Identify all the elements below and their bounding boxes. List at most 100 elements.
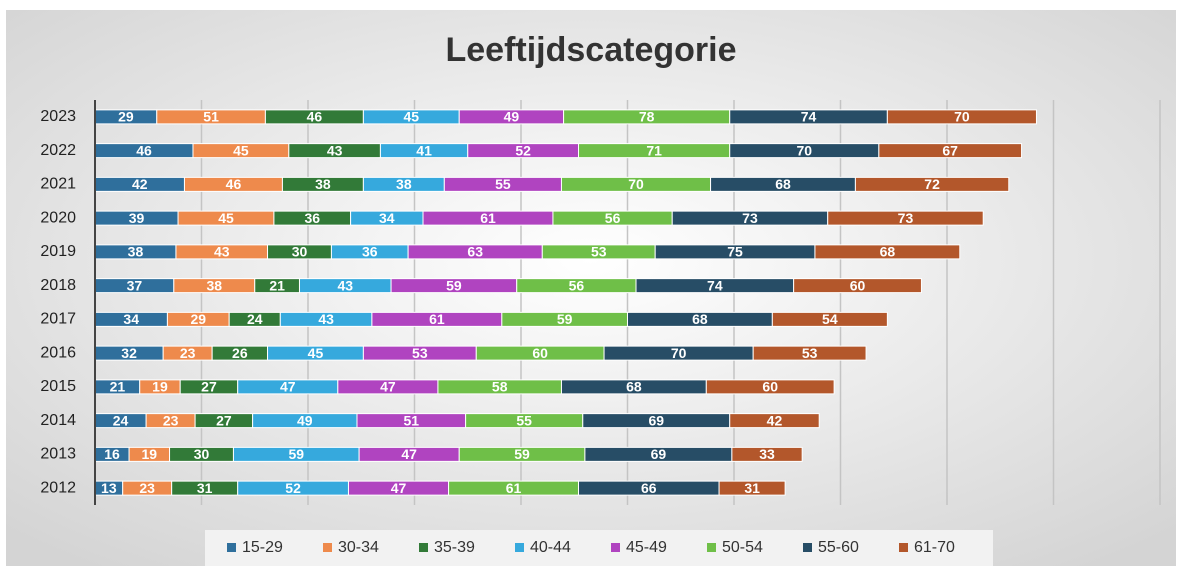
data-label: 31 <box>197 480 213 496</box>
y-tick-label: 2016 <box>40 344 76 361</box>
data-label: 59 <box>514 446 530 462</box>
data-label: 19 <box>142 446 158 462</box>
data-label: 31 <box>744 480 760 496</box>
data-label: 30 <box>194 446 210 462</box>
data-label: 70 <box>628 176 644 192</box>
legend-label: 30-34 <box>338 539 379 556</box>
data-label: 45 <box>218 210 234 226</box>
data-label: 47 <box>401 446 417 462</box>
data-label: 34 <box>123 311 139 327</box>
y-tick-label: 2021 <box>40 176 76 193</box>
y-tick-label: 2017 <box>40 311 76 328</box>
data-label: 36 <box>304 210 320 226</box>
data-label: 75 <box>727 244 743 260</box>
data-label: 49 <box>504 109 520 125</box>
data-label: 60 <box>850 277 866 293</box>
data-label: 59 <box>557 311 573 327</box>
data-label: 34 <box>379 210 395 226</box>
data-label: 68 <box>880 244 896 260</box>
legend-swatch <box>899 543 908 552</box>
data-label: 41 <box>416 142 432 158</box>
legend-swatch <box>611 543 620 552</box>
data-label: 27 <box>201 379 217 395</box>
data-label: 53 <box>591 244 607 260</box>
data-label: 78 <box>639 109 655 125</box>
y-tick-label: 2019 <box>40 243 76 260</box>
y-tick-label: 2018 <box>40 277 76 294</box>
data-label: 69 <box>648 412 664 428</box>
legend-swatch <box>803 543 812 552</box>
data-label: 43 <box>318 311 334 327</box>
data-label: 23 <box>139 480 155 496</box>
data-label: 32 <box>121 345 137 361</box>
legend-swatch <box>419 543 428 552</box>
data-label: 47 <box>380 379 396 395</box>
data-label: 67 <box>942 142 958 158</box>
bar-segment <box>731 446 803 462</box>
y-tick-label: 2022 <box>40 142 76 159</box>
data-label: 55 <box>495 176 511 192</box>
data-label: 45 <box>308 345 324 361</box>
data-label: 55 <box>516 412 532 428</box>
data-label: 46 <box>307 109 323 125</box>
data-label: 38 <box>396 176 412 192</box>
data-label: 42 <box>132 176 148 192</box>
legend-label: 61-70 <box>914 539 955 556</box>
bar-segment <box>793 278 922 294</box>
data-label: 42 <box>767 412 783 428</box>
legend-label: 35-39 <box>434 539 475 556</box>
data-label: 53 <box>412 345 428 361</box>
data-label: 23 <box>163 412 179 428</box>
bar-segment <box>827 210 984 226</box>
data-label: 24 <box>113 412 129 428</box>
y-tick-label: 2012 <box>40 479 76 496</box>
data-label: 53 <box>802 345 818 361</box>
data-label: 43 <box>327 142 343 158</box>
data-label: 59 <box>446 277 462 293</box>
legend-label: 45-49 <box>626 539 667 556</box>
bar-segment <box>752 345 867 361</box>
bar-segment <box>854 176 1010 192</box>
data-label: 47 <box>280 379 296 395</box>
data-label: 46 <box>226 176 242 192</box>
legend-label: 40-44 <box>530 539 571 556</box>
bar-segment <box>705 379 835 395</box>
bar-segment <box>814 244 961 260</box>
data-label: 73 <box>742 210 758 226</box>
data-label: 29 <box>118 109 134 125</box>
data-label: 43 <box>214 244 230 260</box>
legend-box <box>205 530 993 566</box>
data-label: 52 <box>515 142 531 158</box>
data-label: 26 <box>232 345 248 361</box>
data-label: 29 <box>191 311 207 327</box>
data-label: 58 <box>492 379 508 395</box>
data-label: 16 <box>104 446 120 462</box>
data-label: 38 <box>128 244 144 260</box>
bar-segment <box>878 143 1023 159</box>
bar-segment <box>718 480 786 496</box>
data-label: 68 <box>692 311 708 327</box>
data-label: 61 <box>429 311 445 327</box>
y-tick-label: 2013 <box>40 446 76 463</box>
data-label: 19 <box>152 379 168 395</box>
data-label: 74 <box>801 109 817 125</box>
data-label: 72 <box>924 176 940 192</box>
data-label: 60 <box>762 379 778 395</box>
bar-segment <box>729 413 820 429</box>
legend-label: 55-60 <box>818 539 859 556</box>
legend-swatch <box>707 543 716 552</box>
data-label: 38 <box>206 277 222 293</box>
data-label: 33 <box>759 446 775 462</box>
data-label: 47 <box>391 480 407 496</box>
data-label: 59 <box>288 446 304 462</box>
data-label: 13 <box>101 480 117 496</box>
data-label: 24 <box>247 311 263 327</box>
data-label: 70 <box>797 142 813 158</box>
data-label: 54 <box>822 311 838 327</box>
y-tick-label: 2023 <box>40 108 76 125</box>
data-label: 51 <box>404 412 420 428</box>
data-label: 70 <box>671 345 687 361</box>
data-label: 61 <box>506 480 522 496</box>
data-label: 61 <box>480 210 496 226</box>
